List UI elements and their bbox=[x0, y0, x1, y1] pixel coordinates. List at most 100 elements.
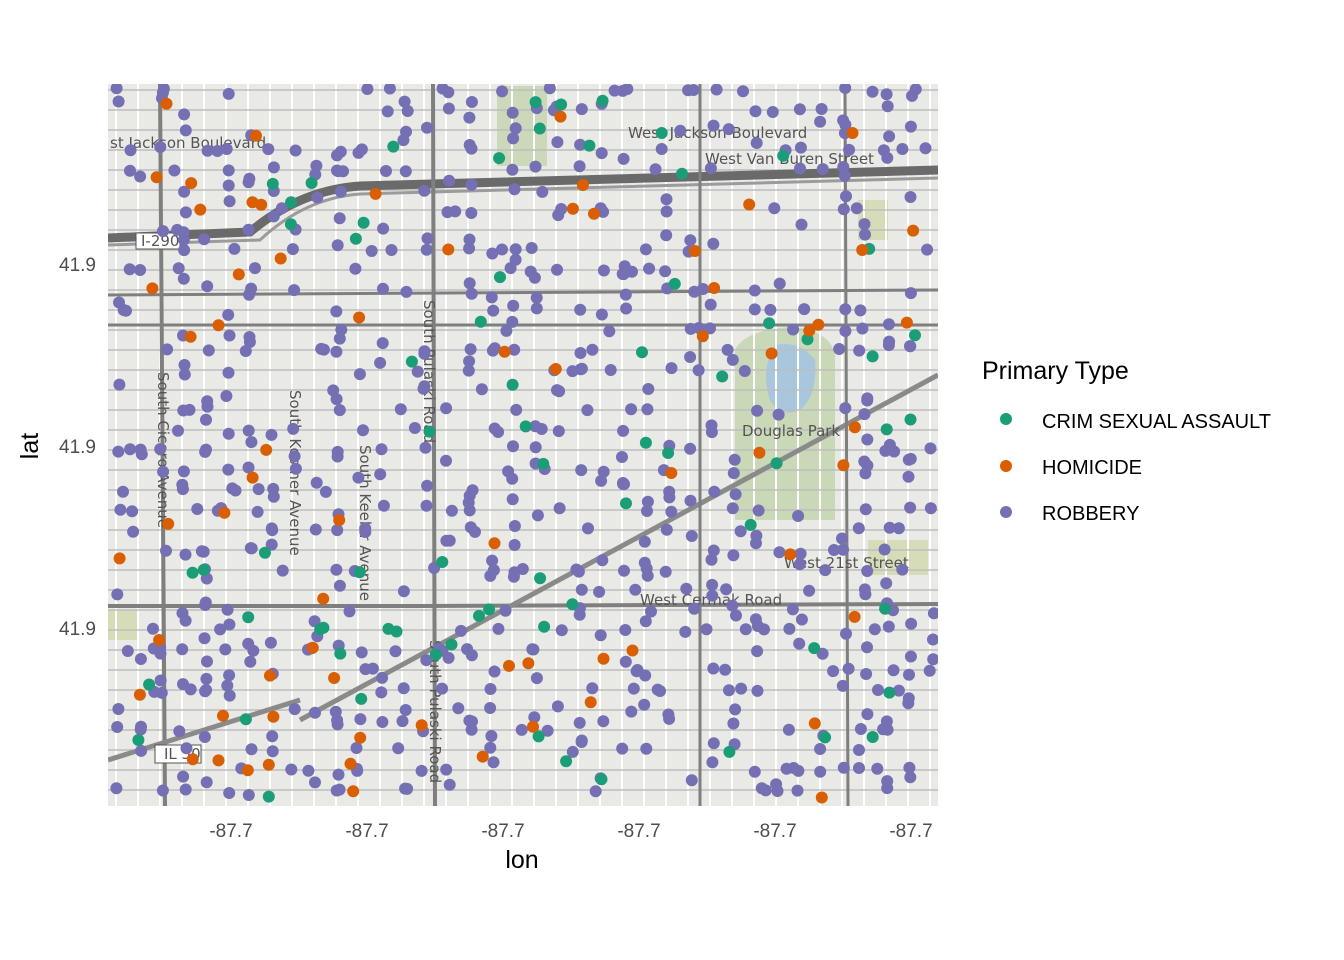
robbery-point bbox=[680, 582, 693, 595]
robbery-point bbox=[726, 502, 739, 515]
robbery-point bbox=[112, 445, 125, 458]
robbery-point bbox=[555, 624, 568, 637]
homicide-point bbox=[306, 641, 319, 654]
robbery-point bbox=[793, 103, 806, 116]
homicide-point bbox=[584, 696, 597, 709]
robbery-point bbox=[200, 776, 213, 789]
robbery-point bbox=[154, 141, 167, 153]
robbery-point bbox=[858, 408, 871, 421]
robbery-point bbox=[440, 402, 453, 415]
robbery-point bbox=[616, 268, 629, 280]
robbery-point bbox=[389, 645, 402, 658]
robbery-point bbox=[904, 340, 917, 353]
robbery-point bbox=[265, 522, 278, 535]
robbery-point bbox=[172, 424, 184, 437]
homicide-point bbox=[900, 316, 913, 329]
robbery-point bbox=[525, 242, 538, 254]
robbery-point bbox=[595, 474, 608, 487]
robbery-point bbox=[541, 724, 554, 737]
crim-sexual-assault-point bbox=[676, 167, 688, 180]
robbery-point bbox=[399, 165, 412, 178]
robbery-point bbox=[171, 223, 184, 236]
robbery-point bbox=[442, 651, 455, 664]
robbery-point bbox=[904, 501, 917, 514]
robbery-point bbox=[463, 355, 476, 368]
robbery-point bbox=[854, 304, 867, 317]
robbery-point bbox=[837, 161, 850, 173]
robbery-point bbox=[245, 542, 258, 555]
robbery-point bbox=[582, 522, 594, 535]
x-tick-label: -87.7 bbox=[481, 821, 524, 842]
robbery-point bbox=[827, 665, 840, 678]
robbery-point bbox=[552, 425, 565, 438]
robbery-point bbox=[706, 756, 719, 769]
robbery-point bbox=[816, 163, 829, 176]
robbery-point bbox=[707, 119, 720, 132]
robbery-point bbox=[798, 303, 811, 316]
robbery-point bbox=[420, 243, 433, 256]
robbery-point bbox=[276, 564, 289, 577]
robbery-point bbox=[286, 243, 299, 256]
robbery-point bbox=[751, 684, 764, 697]
robbery-point bbox=[267, 161, 280, 174]
robbery-point bbox=[839, 84, 852, 94]
robbery-point bbox=[201, 144, 214, 157]
robbery-point bbox=[168, 164, 181, 177]
robbery-point bbox=[285, 763, 298, 776]
robbery-point bbox=[707, 662, 720, 675]
robbery-point bbox=[400, 125, 412, 138]
homicide-point bbox=[347, 785, 360, 798]
legend-title: Primary Type bbox=[982, 357, 1129, 385]
homicide-point bbox=[217, 709, 229, 722]
robbery-point bbox=[443, 778, 456, 791]
robbery-point bbox=[463, 714, 476, 727]
robbery-point bbox=[289, 144, 302, 157]
robbery-point bbox=[594, 629, 607, 642]
robbery-point bbox=[904, 650, 917, 663]
robbery-point bbox=[464, 343, 477, 356]
robbery-point bbox=[737, 85, 749, 98]
robbery-point bbox=[440, 763, 453, 776]
robbery-point bbox=[727, 717, 740, 730]
robbery-point bbox=[198, 731, 211, 743]
robbery-point bbox=[679, 625, 692, 638]
robbery-point bbox=[575, 464, 588, 477]
robbery-point bbox=[135, 744, 148, 757]
homicide-point bbox=[856, 244, 869, 256]
robbery-point bbox=[223, 669, 236, 682]
robbery-point bbox=[751, 645, 764, 658]
robbery-point bbox=[353, 368, 366, 381]
robbery-point bbox=[551, 384, 563, 397]
robbery-point bbox=[687, 84, 700, 96]
robbery-point bbox=[791, 784, 804, 797]
robbery-point bbox=[461, 643, 474, 656]
robbery-point bbox=[839, 325, 852, 337]
robbery-point bbox=[842, 662, 855, 675]
robbery-point bbox=[748, 765, 761, 778]
robbery-point bbox=[660, 205, 673, 218]
robbery-point bbox=[750, 137, 763, 149]
robbery-point bbox=[176, 643, 189, 656]
robbery-point bbox=[411, 365, 424, 378]
robbery-point bbox=[331, 714, 344, 727]
robbery-point bbox=[552, 209, 565, 222]
robbery-point bbox=[828, 544, 840, 556]
robbery-point bbox=[221, 603, 234, 616]
robbery-point bbox=[706, 589, 719, 602]
homicide-point bbox=[848, 610, 861, 623]
robbery-point bbox=[553, 502, 566, 515]
robbery-point bbox=[528, 711, 541, 724]
robbery-point bbox=[704, 162, 717, 175]
robbery-point bbox=[508, 566, 521, 579]
robbery-point bbox=[200, 684, 213, 696]
robbery-point bbox=[110, 782, 123, 795]
robbery-point bbox=[871, 762, 884, 775]
homicide-point bbox=[185, 177, 198, 190]
homicide-point bbox=[184, 330, 197, 343]
street-label-pulaski-north: South Pulaski Road bbox=[420, 300, 438, 443]
robbery-point bbox=[509, 122, 522, 135]
robbery-point bbox=[179, 783, 192, 796]
robbery-point bbox=[684, 351, 697, 363]
robbery-point bbox=[663, 485, 676, 498]
robbery-point bbox=[436, 682, 449, 695]
